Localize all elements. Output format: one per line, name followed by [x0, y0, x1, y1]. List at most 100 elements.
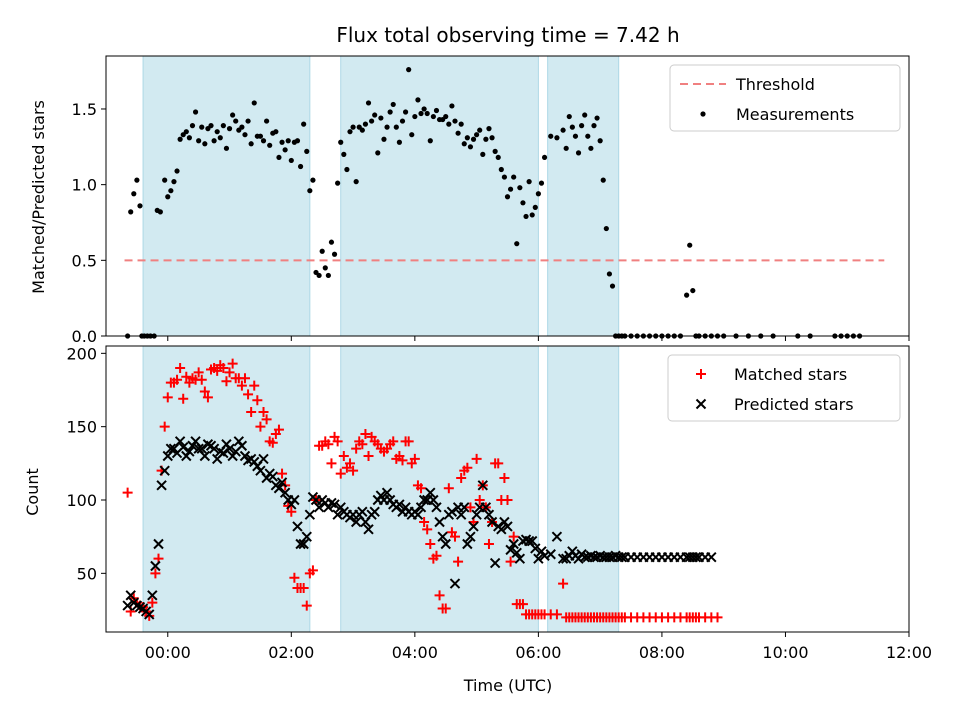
data-point: [162, 392, 173, 403]
data-point: [168, 188, 174, 194]
data-point: [480, 502, 492, 513]
data-point: [362, 121, 369, 127]
data-point: [150, 560, 161, 572]
data-point: [533, 553, 544, 564]
data-point: [409, 453, 420, 464]
data-point: [335, 468, 346, 479]
data-point: [369, 506, 380, 517]
data-point: [406, 67, 412, 73]
data-point: [230, 112, 236, 118]
observing-window: [547, 55, 620, 337]
data-point: [329, 499, 340, 510]
data-point: [381, 136, 387, 142]
data-point: [131, 191, 137, 197]
data-point: [264, 118, 270, 124]
data-point: [597, 138, 603, 144]
observing-window: [547, 345, 620, 633]
data-point: [328, 239, 335, 245]
y-tick-label: 200: [66, 344, 97, 363]
data-point: [184, 446, 195, 457]
data-point: [298, 583, 309, 593]
data-point: [397, 455, 408, 466]
data-point: [498, 166, 504, 173]
data-point: [357, 506, 368, 517]
observing-window: [340, 345, 539, 633]
data-point: [603, 225, 609, 232]
data-point: [245, 118, 251, 124]
data-point: [199, 450, 211, 462]
data-point: [455, 130, 461, 136]
data-point: [446, 121, 452, 127]
data-point: [399, 118, 406, 124]
data-point: [174, 168, 180, 174]
data-point: [504, 194, 511, 200]
data-point: [486, 126, 492, 132]
data-point: [273, 483, 285, 494]
data-point: [307, 188, 313, 194]
x-tick-label: 04:00: [392, 643, 438, 662]
data-point: [530, 543, 541, 554]
data-point: [178, 393, 189, 404]
data-point: [428, 494, 439, 506]
x-axis-label: Time (UTC): [463, 676, 552, 695]
data-point: [425, 487, 436, 498]
data-point: [493, 458, 504, 469]
legend-label: Threshold: [735, 75, 815, 94]
x-tick-label: 12:00: [886, 643, 932, 662]
data-point: [217, 135, 223, 141]
data-point: [260, 138, 267, 144]
data-point: [224, 443, 235, 454]
data-point: [609, 283, 616, 289]
data-point: [282, 147, 288, 153]
data-point: [221, 376, 232, 387]
data-point: [495, 154, 501, 161]
data-point: [409, 132, 415, 138]
data-point: [412, 509, 424, 520]
data-point: [122, 487, 133, 498]
data-point: [433, 107, 440, 114]
data-point: [431, 550, 442, 561]
data-point: [257, 133, 264, 139]
data-point: [520, 200, 526, 206]
data-point: [322, 265, 328, 271]
data-point: [301, 531, 312, 542]
data-point: [514, 553, 526, 564]
data-point: [440, 603, 451, 614]
y-tick-label: 1.5: [72, 100, 97, 119]
series-measurements: [125, 67, 863, 339]
data-point: [455, 509, 467, 520]
data-point: [285, 138, 291, 144]
data-point: [223, 145, 230, 151]
data-point: [192, 109, 199, 115]
data-point: [301, 600, 312, 611]
data-point: [453, 556, 464, 567]
data-point: [344, 458, 355, 469]
data-point: [261, 414, 272, 425]
data-point: [422, 524, 433, 535]
data-point: [323, 439, 334, 450]
plot-layer: 0.0 0.5 1.0 1.5 Threshold Measurements 50 100 15…: [66, 55, 932, 662]
data-point: [326, 497, 337, 509]
data-point: [236, 380, 247, 391]
data-point: [372, 112, 378, 118]
data-point: [294, 138, 301, 144]
data-point: [276, 154, 282, 161]
data-point: [220, 123, 226, 129]
data-point: [548, 133, 554, 139]
data-point: [483, 136, 489, 142]
data-point: [446, 506, 458, 517]
data-point: [387, 109, 393, 115]
data-point: [350, 516, 362, 528]
data-point: [477, 480, 488, 491]
data-point: [449, 531, 460, 542]
data-point: [369, 118, 375, 124]
data-point: [189, 123, 196, 129]
data-point: [365, 100, 372, 106]
data-point: [288, 157, 294, 164]
data-point: [535, 191, 541, 197]
data-point: [545, 549, 556, 560]
data-point: [418, 110, 424, 117]
data-point: [157, 209, 163, 215]
data-point: [183, 129, 189, 135]
data-point: [122, 600, 133, 611]
